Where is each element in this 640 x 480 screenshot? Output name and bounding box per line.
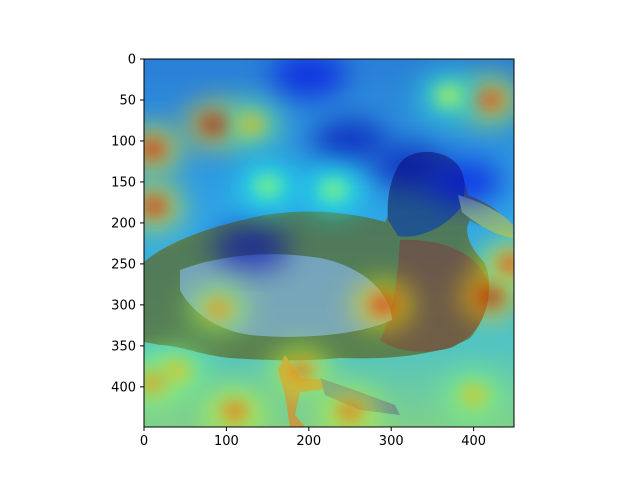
x-axis: 0 100 200 300 400 <box>140 427 486 449</box>
hotspot <box>434 84 463 107</box>
y-tick-label: 250 <box>111 257 136 272</box>
y-axis: 0 50 100 150 200 250 300 350 400 <box>111 53 144 395</box>
x-tick-label: 300 <box>379 434 404 449</box>
y-tick-label: 300 <box>111 298 136 313</box>
hotspot <box>476 88 505 111</box>
x-tick-label: 100 <box>214 434 239 449</box>
x-tick-label: 400 <box>461 434 486 449</box>
duck-breast <box>380 239 489 352</box>
heatmap-plot-area <box>144 59 514 427</box>
y-tick-label: 0 <box>128 53 136 68</box>
cool-region <box>312 118 389 163</box>
cool-region <box>213 225 290 270</box>
cool-region <box>270 59 347 98</box>
hotspot <box>237 113 266 136</box>
hotspot <box>459 384 488 407</box>
y-tick-label: 350 <box>111 339 136 354</box>
hotspot <box>286 359 315 382</box>
hotspot <box>253 175 282 198</box>
y-tick-label: 150 <box>111 175 136 190</box>
y-tick-label: 100 <box>111 134 136 149</box>
hotspot <box>144 195 168 218</box>
hotspot <box>144 371 167 394</box>
hotspot <box>336 400 365 423</box>
y-tick-label: 400 <box>111 380 136 395</box>
hotspot <box>204 297 233 320</box>
x-tick-label: 200 <box>296 434 321 449</box>
y-tick-label: 200 <box>111 216 136 231</box>
hotspot <box>319 179 348 202</box>
hotspot <box>368 293 397 316</box>
hotspot <box>162 359 191 382</box>
heat-cores <box>144 84 514 423</box>
y-tick-label: 50 <box>119 93 136 108</box>
hotspot <box>220 400 249 423</box>
axes-frame <box>143 58 515 428</box>
hotspot <box>200 113 229 136</box>
duck-bill <box>458 195 513 238</box>
hotspot <box>144 138 167 161</box>
hotspot <box>476 285 505 308</box>
x-tick-label: 0 <box>140 434 148 449</box>
cool-region <box>427 159 504 204</box>
heat-overlay <box>144 59 514 427</box>
hotspot <box>496 252 514 275</box>
cool-region <box>369 143 446 188</box>
